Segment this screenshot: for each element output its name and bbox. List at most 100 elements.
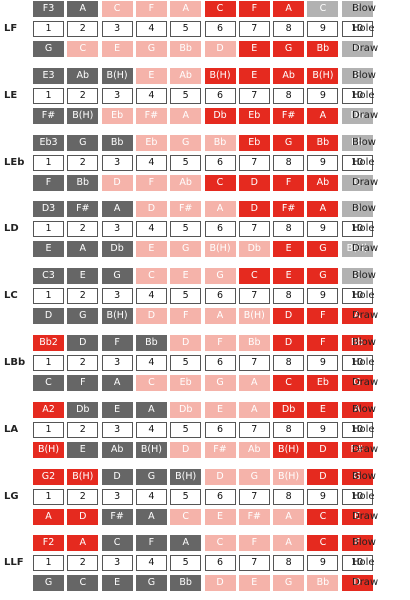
- hole-number: 3: [101, 87, 133, 104]
- note-cell: F: [135, 535, 167, 552]
- note-cell: G: [101, 268, 133, 285]
- note-cell: A: [204, 308, 236, 325]
- note-cell: D: [238, 174, 270, 191]
- note-cell: F: [273, 174, 305, 191]
- note-cell: C: [67, 41, 99, 57]
- hole-number: 5: [170, 421, 202, 438]
- note-cell: A: [273, 508, 305, 525]
- hole-number: 7: [238, 488, 270, 505]
- hole-number: 1: [33, 87, 64, 104]
- hole-number: 4: [135, 555, 167, 572]
- note-cell: Bb: [101, 134, 133, 151]
- row-label: Blow: [352, 203, 376, 215]
- note-cell: E: [238, 575, 270, 592]
- note-cell: Bb: [307, 134, 339, 151]
- note-cell: B(H): [341, 241, 373, 258]
- note-cell: E: [307, 401, 339, 418]
- note-cell: C: [101, 1, 133, 17]
- note-cell: C: [135, 268, 167, 285]
- note-cell: A: [67, 535, 99, 552]
- row-label: Draw: [352, 510, 379, 522]
- hole-number: 9: [307, 21, 339, 37]
- hole-number: 6: [204, 21, 236, 37]
- note-cell: Db: [238, 241, 270, 258]
- hole-number: 10: [341, 488, 373, 505]
- hole-number: 8: [273, 488, 305, 505]
- hole-number: 1: [33, 154, 64, 171]
- row-label: Hole: [352, 557, 375, 569]
- note-cell: F: [307, 335, 339, 351]
- hole-number: 10: [341, 221, 373, 238]
- note-cell: C: [307, 1, 339, 17]
- tuning-key: LEb: [4, 156, 25, 168]
- note-cell: E: [341, 508, 373, 525]
- note-cell: D: [67, 335, 99, 351]
- note-cell: D: [341, 41, 373, 57]
- note-cell: D: [204, 41, 236, 57]
- hole-number: 7: [238, 21, 270, 37]
- hole-number: 1: [33, 288, 64, 305]
- note-cell: C: [273, 375, 305, 391]
- note-cell: E: [101, 41, 133, 57]
- note-cell: E: [67, 268, 99, 285]
- note-cell: F#: [33, 107, 64, 124]
- note-cell: B(H): [170, 468, 202, 485]
- note-cell: Ab: [170, 174, 202, 191]
- note-cell: Db: [170, 401, 202, 418]
- hole-number: 8: [273, 555, 305, 572]
- note-cell: G: [170, 134, 202, 151]
- note-cell: E: [101, 575, 133, 592]
- hole-number: 9: [307, 488, 339, 505]
- note-cell: B(H): [204, 241, 236, 258]
- row-label: Blow: [352, 69, 376, 81]
- note-cell: E: [170, 268, 202, 285]
- hole-number: 2: [67, 221, 99, 238]
- note-cell: C3: [33, 268, 64, 285]
- hole-number: 6: [204, 87, 236, 104]
- hole-number: 2: [67, 355, 99, 371]
- note-cell: D: [33, 308, 64, 325]
- hole-number: 6: [204, 555, 236, 572]
- note-cell: F#: [204, 441, 236, 458]
- hole-number: 2: [67, 154, 99, 171]
- hole-number: 6: [204, 154, 236, 171]
- note-cell: Eb: [341, 134, 373, 151]
- row-label: Blow: [352, 470, 376, 482]
- note-cell: F: [101, 335, 133, 351]
- note-cell: A: [67, 241, 99, 258]
- tuning-key: LC: [4, 290, 18, 302]
- note-cell: Bb: [307, 575, 339, 592]
- note-cell: F: [135, 1, 167, 17]
- note-cell: F#: [170, 201, 202, 218]
- hole-number: 8: [273, 421, 305, 438]
- note-cell: Db: [273, 401, 305, 418]
- note-cell: E: [67, 441, 99, 458]
- row-label: Draw: [352, 310, 379, 322]
- note-cell: D: [307, 468, 339, 485]
- row-label: Hole: [352, 23, 375, 34]
- note-cell: C: [341, 174, 373, 191]
- row-label: Hole: [352, 223, 375, 235]
- tuning-key: LBb: [4, 357, 26, 368]
- note-cell: G: [204, 268, 236, 285]
- hole-number: 3: [101, 488, 133, 505]
- note-cell: D: [204, 468, 236, 485]
- row-label: Blow: [352, 403, 376, 415]
- hole-number: 10: [341, 87, 373, 104]
- note-cell: Db: [101, 241, 133, 258]
- note-cell: E: [135, 67, 167, 84]
- note-cell: F#: [101, 508, 133, 525]
- note-cell: Eb: [101, 107, 133, 124]
- hole-number: 10: [341, 421, 373, 438]
- hole-number: 2: [67, 555, 99, 572]
- note-cell: A: [67, 1, 99, 17]
- row-label: Hole: [352, 290, 375, 302]
- note-cell: G: [307, 241, 339, 258]
- note-cell: G: [273, 575, 305, 592]
- note-cell: A: [204, 201, 236, 218]
- hole-number: 2: [67, 288, 99, 305]
- note-cell: C: [67, 575, 99, 592]
- hole-number: 8: [273, 221, 305, 238]
- tuning-key: LD: [4, 223, 19, 235]
- note-cell: Ab: [67, 67, 99, 84]
